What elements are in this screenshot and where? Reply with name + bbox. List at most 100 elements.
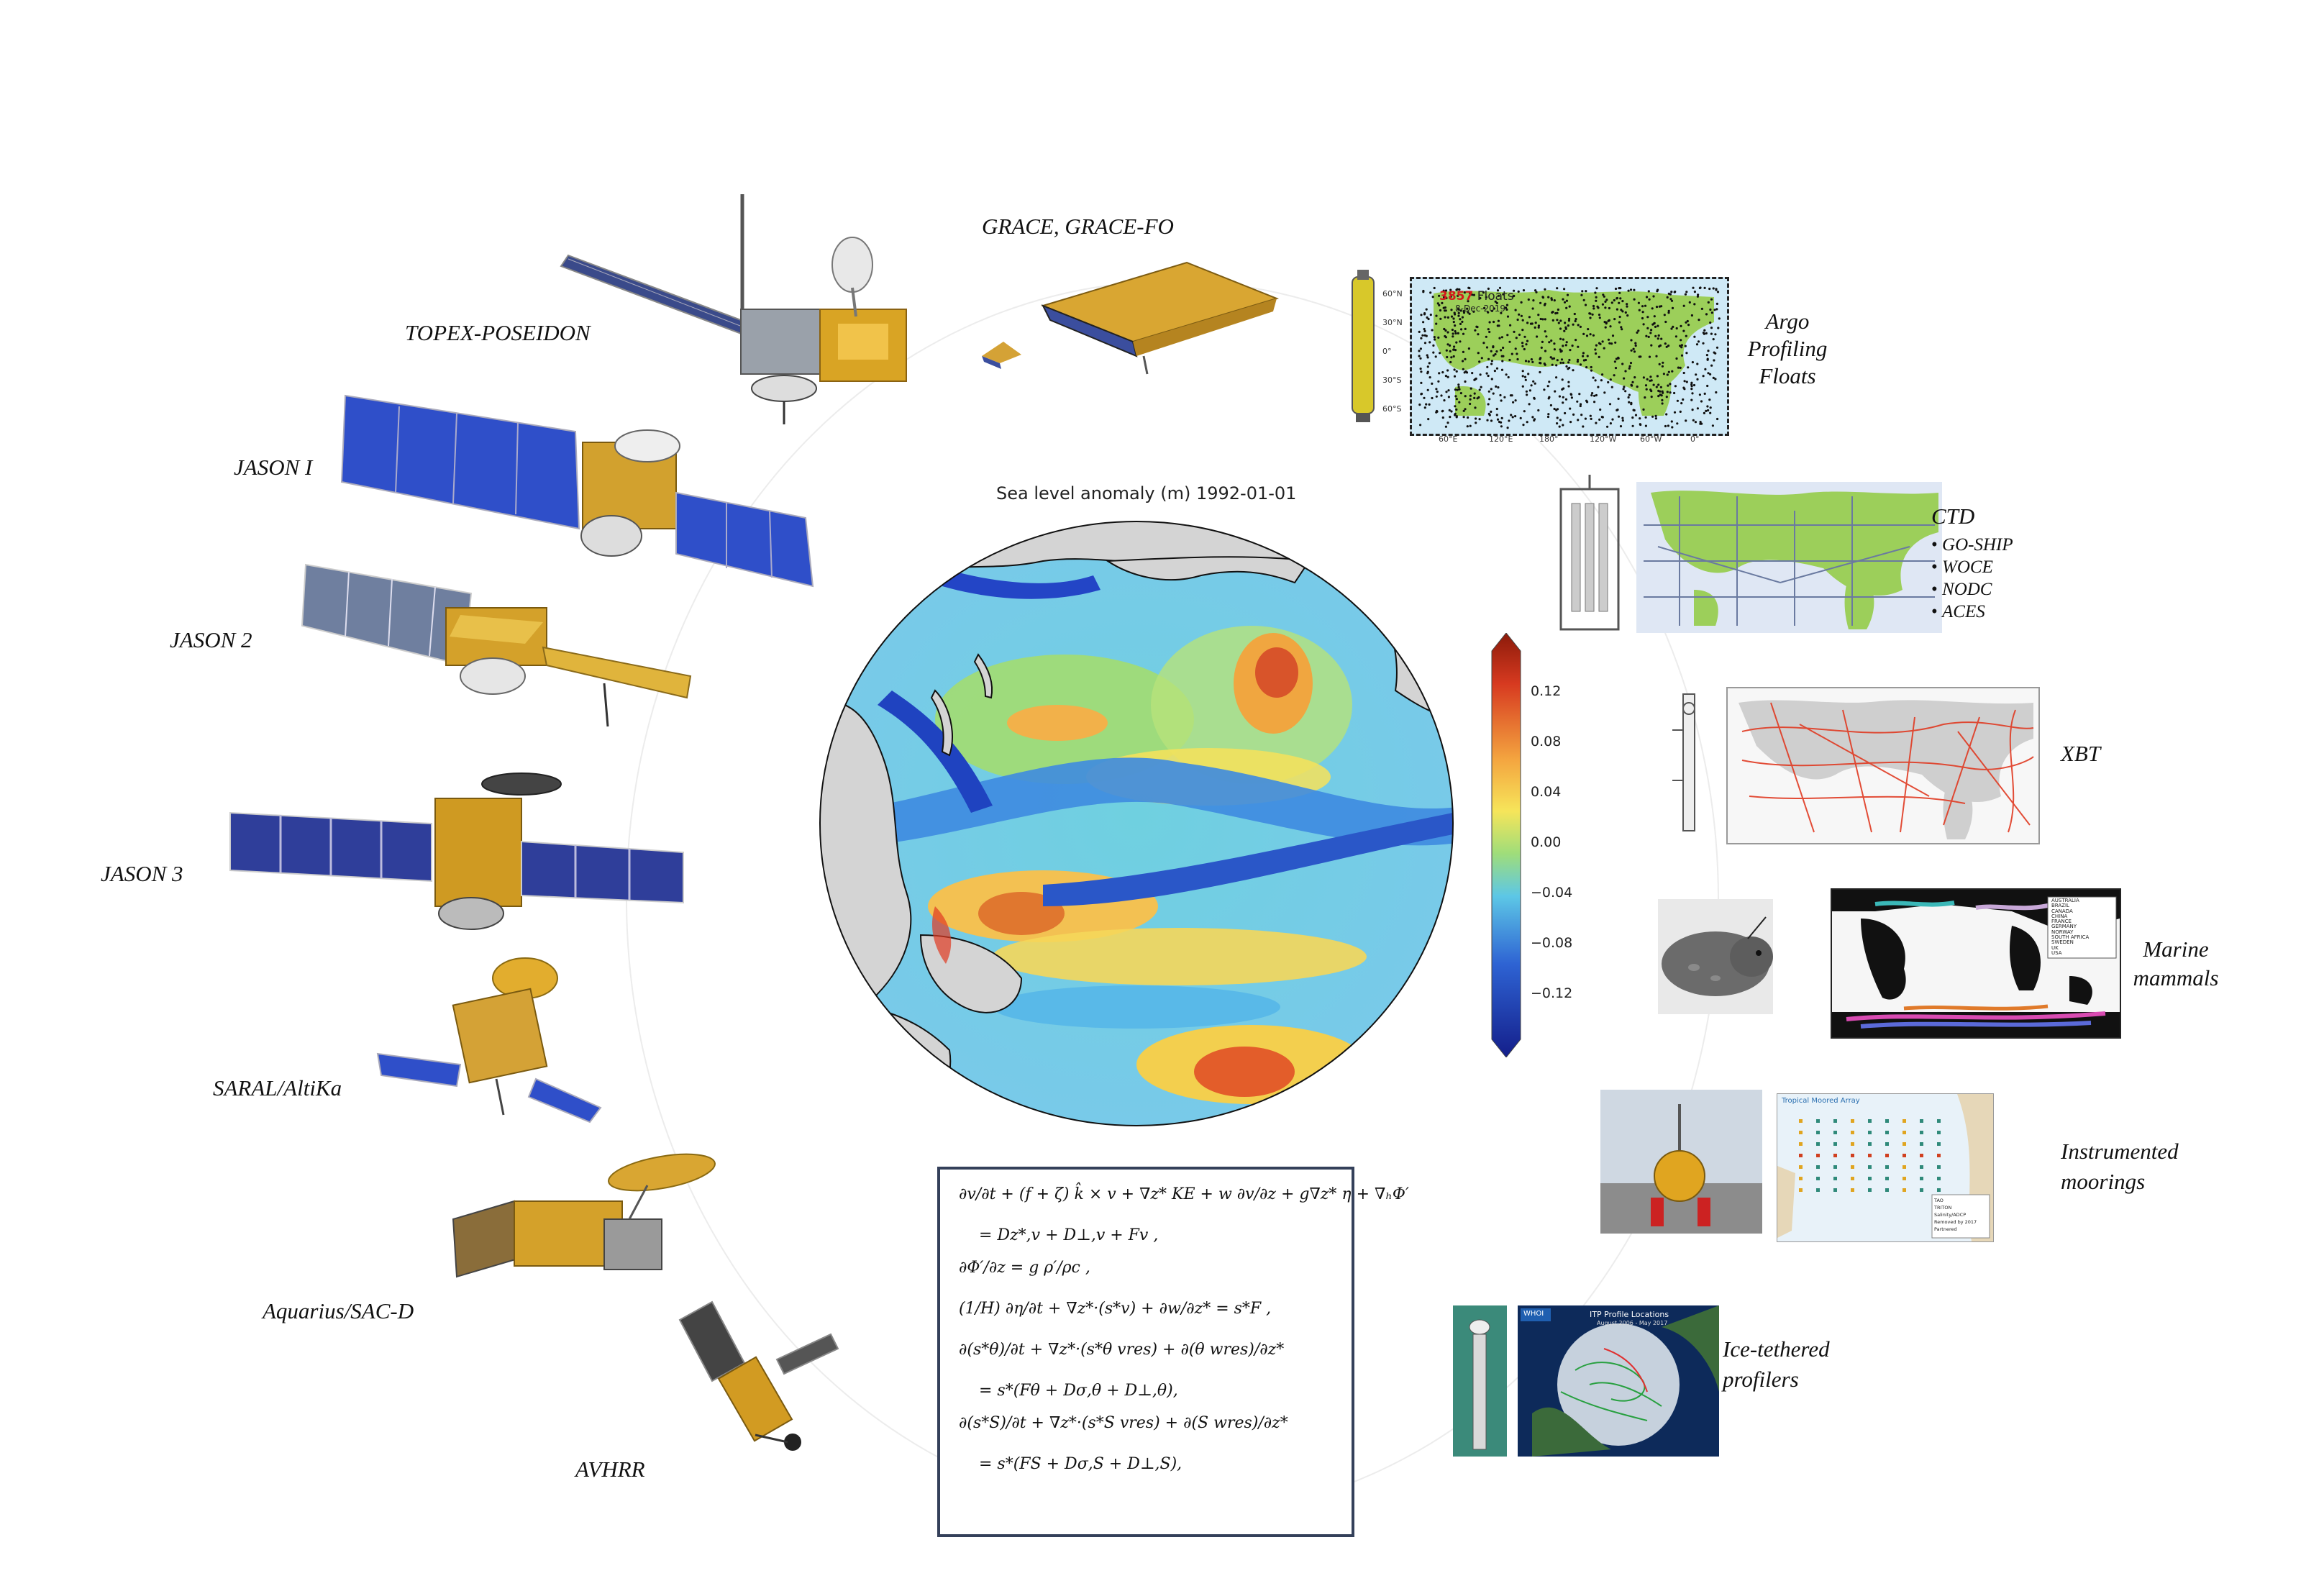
itp-map: WHOI ITP Profile Locations August 2006 -… [1518, 1305, 1719, 1457]
label-jason3: JASON 3 [101, 861, 183, 886]
colorbar-tick: −0.04 [1531, 885, 1573, 901]
mammals-legend-item: USA [2051, 949, 2062, 956]
argo-lon-label: 120°E [1489, 434, 1513, 444]
aquarius-satellite-image [446, 1151, 719, 1302]
argo-lat-label: 30°N [1382, 318, 1403, 327]
argo-lon-label: 60°E [1439, 434, 1458, 444]
itp-photo [1453, 1305, 1507, 1457]
colorbar [1490, 633, 1522, 1057]
ctd-bullet-list: GO-SHIP WOCE NODC ACES [1931, 534, 2013, 623]
mooring-legend: TAO TRITON Salinity/ADCP Removed by 2017 Par… [1934, 1197, 1977, 1233]
mammals-legend-item: AUSTRALIA [2051, 898, 2079, 903]
label-argo-line3: Floats [1759, 363, 1816, 388]
ctd-bullet-goship: GO-SHIP [1931, 534, 2013, 556]
argo-lat-label: 60°S [1382, 404, 1402, 414]
argo-lon-label: 120°W [1590, 434, 1617, 444]
label-argo-line1: Argo [1765, 309, 1810, 334]
mooring-legend-item: TAO [1934, 1198, 1943, 1203]
label-itp-line2: profilers [1723, 1367, 1799, 1392]
topex-satellite-image [554, 187, 928, 439]
label-moorings-line2: moorings [2061, 1169, 2146, 1194]
argo-count-suffix: Floats [1477, 289, 1514, 304]
ctd-map [1636, 482, 1942, 633]
colorbar-tick: −0.08 [1531, 935, 1573, 951]
label-jason1: JASON I [234, 455, 313, 480]
avhrr-satellite-image [669, 1295, 849, 1460]
jason2-satellite-image [299, 561, 701, 734]
colorbar-tick: 0.12 [1531, 683, 1562, 699]
saral-satellite-image [374, 953, 604, 1126]
label-topex: TOPEX-POSEIDON [405, 320, 591, 345]
mooring-legend-item: Salinity/ADCP [1934, 1212, 1967, 1218]
argo-float-image [1349, 270, 1377, 424]
mammals-legend-item: FRANCE [2051, 919, 2072, 925]
grace-satellite-image [971, 248, 1280, 378]
label-moorings-line1: Instrumented [2061, 1139, 2179, 1164]
label-moorings: Instrumented moorings [2061, 1136, 2179, 1197]
seal-photo [1658, 899, 1773, 1014]
argo-lat-label: 30°S [1382, 375, 1402, 385]
xbt-map [1726, 687, 2040, 844]
itp-badge: WHOI [1523, 1310, 1544, 1318]
mammals-legend-item: UK [2051, 944, 2059, 951]
mammals-legend-item: GERMANY [2051, 924, 2077, 930]
ctd-bullet-woce: WOCE [1931, 556, 2013, 578]
ctd-rosette-image [1554, 475, 1626, 637]
ctd-bullet-nodc: NODC [1931, 578, 2013, 601]
mooring-legend-item: Partnered [1934, 1226, 1957, 1232]
mammals-legend-item: SOUTH AFRICA [2051, 934, 2090, 941]
argo-lon-label: 60°W [1640, 434, 1662, 444]
label-mammals: Marine mammals [2118, 935, 2233, 993]
label-mammals-line2: mammals [2133, 965, 2219, 990]
jason1-satellite-image [338, 392, 820, 593]
colorbar-tick: 0.00 [1531, 834, 1562, 850]
mooring-map: Tropical Moored Array TAO TRITON Salinity/… [1777, 1093, 1994, 1242]
mooring-legend-item: TRITON [1934, 1205, 1952, 1211]
mammals-legend-item: CHINA [2051, 913, 2068, 919]
label-saral: SARAL/AltiKa [213, 1075, 342, 1100]
argo-count: 3857 [1439, 289, 1474, 304]
label-argo: Argo Profiling Floats [1741, 308, 1834, 390]
equation-line: ∂Φ′/∂z = g ρ′/ρc , [959, 1259, 1090, 1277]
mooring-photo [1600, 1090, 1762, 1234]
label-avhrr: AVHRR [575, 1457, 645, 1482]
jason3-satellite-image [227, 766, 687, 946]
argo-map: 3857 Floats 8-Dec-2019 [1410, 277, 1729, 436]
argo-date: 8-Dec-2019 [1455, 304, 1506, 314]
argo-lat-label: 0° [1382, 347, 1392, 356]
globe-title: Sea level anomaly (m) 1992-01-01 [996, 483, 1297, 503]
equation-line: ∂(s*θ)/∂t + ∇z*·(s*θ vres) + ∂(θ wres)/∂… [959, 1341, 1285, 1359]
label-xbt: XBT [2061, 741, 2101, 766]
mammals-map: AUSTRALIA BRAZIL CANADA CHINA FRANCE GERMANY N… [1831, 888, 2121, 1039]
label-itp-line1: Ice-tethered [1723, 1336, 1830, 1362]
itp-map-subtitle: August 2006 - May 2017 [1597, 1320, 1668, 1326]
mooring-legend-item: Removed by 2017 [1934, 1219, 1977, 1225]
colorbar-tick: 0.08 [1531, 734, 1562, 749]
mammals-legend-item: SWEDEN [2051, 939, 2074, 946]
equation-line: = Dz*,v + D⊥,v + Fv , [979, 1226, 1159, 1244]
label-itp: Ice-tethered profilers [1723, 1334, 1830, 1395]
mammals-legend-item: CANADA [2051, 908, 2073, 914]
colorbar-tick: 0.04 [1531, 784, 1562, 800]
equation-line: (1/H) ∂η/∂t + ∇z*·(s*v) + ∂w/∂z* = s*F , [959, 1300, 1272, 1318]
argo-lon-label: 0° [1690, 434, 1700, 444]
equation-box: ∂v/∂t + (f + ζ) k̂ × v + ∇z* KE + w ∂v/∂… [937, 1167, 1409, 1537]
equation-line: = s*(FS + Dσ,S + D⊥,S), [979, 1455, 1182, 1473]
equation-line: ∂v/∂t + (f + ζ) k̂ × v + ∇z* KE + w ∂v/∂… [959, 1185, 1409, 1203]
label-jason2: JASON 2 [170, 627, 252, 652]
label-ctd: CTD [1931, 503, 1975, 529]
label-aquarius: Aquarius/SAC-D [263, 1298, 414, 1323]
sea-level-anomaly-globe [806, 503, 1467, 1129]
label-argo-line2: Profiling [1747, 336, 1828, 361]
mammals-legend-item: BRAZIL [2051, 903, 2069, 909]
argo-lat-label: 60°N [1382, 289, 1403, 298]
colorbar-tick: −0.12 [1531, 985, 1573, 1001]
equation-list: ∂v/∂t + (f + ζ) k̂ × v + ∇z* KE + w ∂v/∂… [959, 1182, 1409, 1476]
xbt-probe-image [1669, 687, 1712, 842]
mammals-legend-item: NORWAY [2051, 929, 2074, 935]
argo-lon-label: 180° [1539, 434, 1559, 444]
label-mammals-line1: Marine [2143, 936, 2209, 962]
equation-line: = s*(Fθ + Dσ,θ + D⊥,θ), [979, 1382, 1178, 1400]
label-grace: GRACE, GRACE-FO [982, 214, 1174, 239]
equation-line: ∂(s*S)/∂t + ∇z*·(s*S vres) + ∂(S wres)/∂… [959, 1414, 1288, 1432]
